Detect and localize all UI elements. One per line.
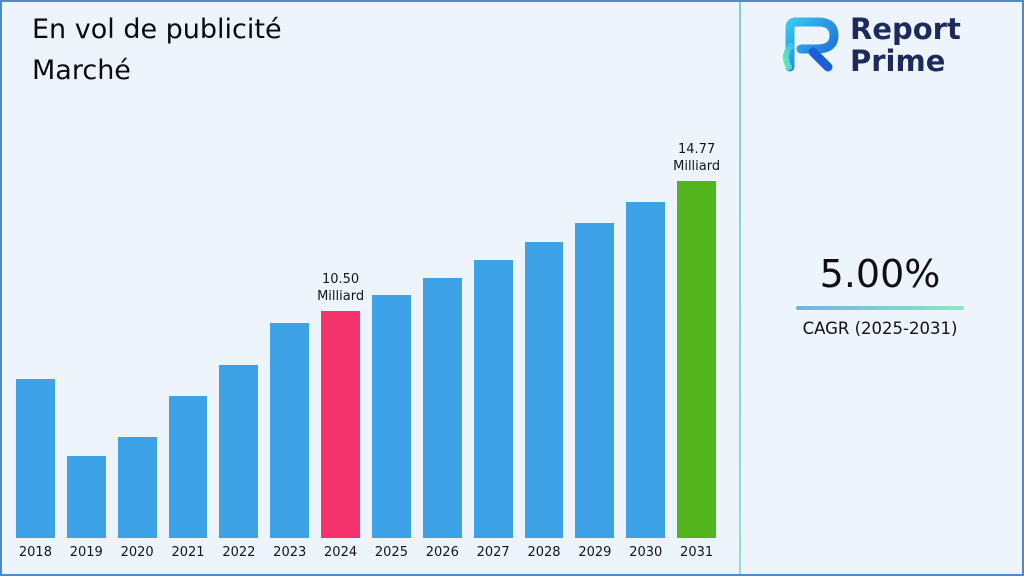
bar-column-2031: 14.77 Milliard 2031 xyxy=(673,141,720,560)
bar-2027 xyxy=(473,260,513,538)
cagr-block: 5.00% CAGR (2025-2031) xyxy=(741,252,1019,338)
brand-name: Report Prime xyxy=(850,12,961,78)
bar-2020 xyxy=(117,437,157,538)
bar-annotation-2031: 14.77 Milliard xyxy=(673,141,721,175)
bar-column-2019: 2019 xyxy=(66,456,106,560)
bar-2023 xyxy=(270,323,310,538)
x-tick-2022: 2022 xyxy=(222,545,256,560)
x-tick-2020: 2020 xyxy=(120,545,154,560)
page-title: En vol de publicité Marché xyxy=(32,10,282,91)
x-tick-2027: 2027 xyxy=(476,545,510,560)
bar-column-2027: 2027 xyxy=(473,260,513,560)
bar-2018 xyxy=(16,379,55,538)
x-tick-2031: 2031 xyxy=(680,545,714,560)
bar-column-2021: 2021 xyxy=(168,396,208,560)
bar-column-2026: 2026 xyxy=(422,278,462,560)
panel-divider xyxy=(739,2,741,574)
x-tick-2028: 2028 xyxy=(527,545,561,560)
x-tick-2021: 2021 xyxy=(171,545,205,560)
cagr-label: CAGR (2025-2031) xyxy=(802,319,958,338)
bar-2031 xyxy=(677,181,717,538)
bar-2024 xyxy=(321,311,361,538)
chart-bars: 2018 2019 2020 2021 2022 2023 10.50 Milliard 202… xyxy=(16,141,720,560)
x-tick-2029: 2029 xyxy=(578,545,612,560)
x-tick-2023: 2023 xyxy=(273,545,307,560)
bar-2022 xyxy=(219,365,259,538)
bar-column-2028: 2028 xyxy=(524,242,564,560)
page-title-line2: Marché xyxy=(32,54,131,86)
x-tick-2026: 2026 xyxy=(425,545,459,560)
bar-column-2030: 2030 xyxy=(626,202,666,560)
bar-column-2022: 2022 xyxy=(219,365,259,560)
x-tick-2025: 2025 xyxy=(374,545,408,560)
bar-column-2018: 2018 xyxy=(16,379,55,560)
page-title-line1: En vol de publicité xyxy=(32,14,282,45)
bar-annotation-2024: 10.50 Milliard xyxy=(317,271,365,305)
bar-2019 xyxy=(66,456,106,538)
bar-2030 xyxy=(626,202,666,538)
bar-column-2029: 2029 xyxy=(575,223,615,560)
cagr-value: 5.00% xyxy=(819,252,941,296)
bar-2025 xyxy=(372,295,411,538)
bar-column-2025: 2025 xyxy=(372,295,411,560)
brand-logo: Report Prime xyxy=(778,12,961,78)
brand-name-line1: Report xyxy=(850,12,961,46)
x-tick-2030: 2030 xyxy=(629,545,663,560)
bar-column-2024: 10.50 Milliard 2024 xyxy=(317,271,364,560)
bar-column-2020: 2020 xyxy=(117,437,157,560)
cagr-accent-rule xyxy=(796,306,964,310)
bar-2028 xyxy=(524,242,564,538)
x-tick-2019: 2019 xyxy=(69,545,103,560)
bar-2026 xyxy=(422,278,462,538)
x-tick-2024: 2024 xyxy=(324,545,358,560)
report-prime-logo-icon xyxy=(778,15,842,77)
bar-2029 xyxy=(575,223,615,538)
brand-name-line2: Prime xyxy=(850,43,946,78)
bar-column-2023: 2023 xyxy=(270,323,310,560)
x-tick-2018: 2018 xyxy=(18,545,52,560)
bar-2021 xyxy=(168,396,208,538)
